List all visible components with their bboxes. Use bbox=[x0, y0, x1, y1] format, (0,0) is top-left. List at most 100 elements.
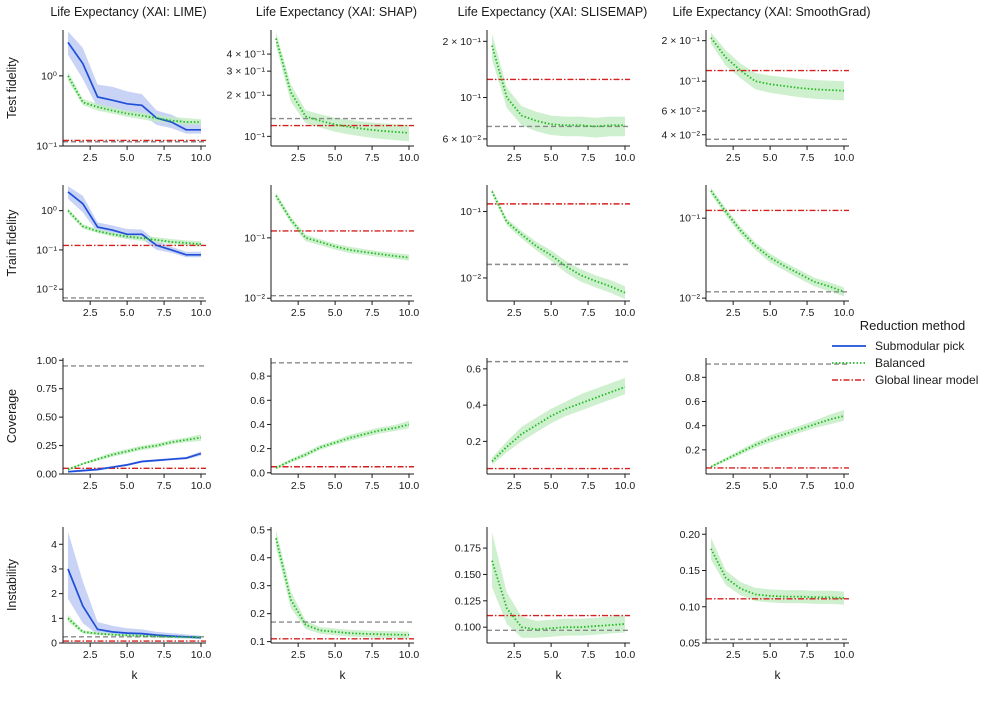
panel-3-0-band-submodular bbox=[68, 531, 201, 640]
panel-2-3-ytick-label-2: 0.6 bbox=[685, 396, 700, 408]
panel-2-2-ytick-label-2: 0.6 bbox=[466, 363, 481, 375]
panel-1-0-band-submodular bbox=[68, 186, 201, 258]
panel-0-2-ytick-label-0: 6 × 10⁻² bbox=[442, 133, 481, 145]
panel-3-2-band-balanced bbox=[492, 532, 625, 638]
panel-3-1-ytick-label-1: 0.2 bbox=[250, 608, 265, 620]
panel-2-2-ytick-label-1: 0.4 bbox=[466, 400, 481, 412]
panel-1-3-band-balanced bbox=[711, 187, 844, 297]
panel-1-0-band-balanced bbox=[68, 208, 201, 247]
legend-item-global-linear: Global linear model bbox=[832, 371, 997, 388]
panel-2-0-ytick-label-1: 0.25 bbox=[37, 440, 58, 452]
panel-3-1-xlabel: k bbox=[340, 668, 347, 682]
panel-2-0-ylabel: Coverage bbox=[5, 389, 19, 443]
panel-2-3-xtick-label-2: 7.5 bbox=[800, 480, 815, 492]
panel-3-0-ytick-label-2: 2 bbox=[51, 588, 57, 600]
panel-1-0-line-balanced bbox=[67, 209, 202, 246]
panel-2-2-xtick-label-0: 2.5 bbox=[507, 480, 522, 492]
panel-0-1-ytick-label-0: 10⁻¹ bbox=[244, 131, 265, 143]
panel-2-1-ytick-label-0: 0.0 bbox=[250, 467, 265, 479]
panel-0-1-title: Life Expectancy (XAI: SHAP) bbox=[256, 5, 417, 19]
panel-1-2-xtick-label-1: 5.0 bbox=[544, 307, 559, 319]
panel-0-2-xtick-label-2: 7.5 bbox=[581, 152, 596, 164]
panel-3-0-line-balanced bbox=[67, 617, 202, 639]
panel-3-1-xtick-label-0: 2.5 bbox=[291, 649, 306, 661]
panel-3-3-xtick-label-3: 10.0 bbox=[834, 649, 855, 661]
panel-2-1-ytick-label-1: 0.2 bbox=[250, 443, 265, 455]
panel-1-2-ytick-label-0: 10⁻² bbox=[460, 272, 481, 284]
panel-3-3-xlabel: k bbox=[775, 668, 782, 682]
panel-3-3-xtick-label-0: 2.5 bbox=[726, 649, 741, 661]
panel-2-1-band-balanced bbox=[276, 420, 409, 470]
panel-3-0-xtick-label-1: 5.0 bbox=[120, 649, 135, 661]
panel-1-3-line-balanced bbox=[710, 190, 845, 293]
panel-3-2-xtick-label-2: 7.5 bbox=[581, 649, 596, 661]
panel-0-3-xtick-label-1: 5.0 bbox=[763, 152, 778, 164]
panel-1-3-ytick-label-0: 10⁻² bbox=[679, 293, 700, 305]
legend: Reduction method Submodular pick Balance… bbox=[832, 318, 997, 388]
panel-0-3-xtick-label-3: 10.0 bbox=[834, 152, 855, 164]
panel-2-1-xtick-label-0: 2.5 bbox=[291, 480, 306, 492]
panel-2-3-xtick-label-1: 5.0 bbox=[763, 480, 778, 492]
panel-0-1-ytick-label-3: 4 × 10⁻¹ bbox=[226, 49, 265, 61]
panel-3-1-ytick-label-0: 0.1 bbox=[250, 636, 265, 648]
panel-2-0-ytick-label-4: 1.00 bbox=[37, 355, 58, 367]
panel-0-3-band-balanced bbox=[711, 32, 844, 101]
panel-1-0-line-submodular bbox=[67, 191, 201, 256]
panel-3-3-band-balanced bbox=[711, 537, 844, 605]
panel-3-2-ytick-label-2: 0.150 bbox=[455, 569, 481, 581]
panel-0-0-xtick-label-3: 10.0 bbox=[191, 152, 212, 164]
panel-1-2-xtick-label-3: 10.0 bbox=[615, 307, 636, 319]
panel-1-2-band-balanced bbox=[492, 188, 625, 300]
panel-0-1-xtick-label-1: 5.0 bbox=[328, 152, 343, 164]
panel-2-0-line-submodular bbox=[67, 452, 202, 473]
panel-0-2-ytick-label-1: 10⁻¹ bbox=[460, 92, 481, 104]
panel-3-0-ylabel: Instability bbox=[5, 558, 19, 611]
panel-2-3-line-balanced bbox=[710, 415, 845, 468]
panel-2-1-xtick-label-3: 10.0 bbox=[399, 480, 420, 492]
legend-label-submodular: Submodular pick bbox=[875, 338, 965, 353]
panel-3-1-xtick-label-3: 10.0 bbox=[399, 649, 420, 661]
panel-2-1-ytick-label-4: 0.8 bbox=[250, 371, 265, 383]
panel-2-1-ytick-label-3: 0.6 bbox=[250, 395, 265, 407]
panel-3-3-ytick-label-1: 0.10 bbox=[680, 601, 701, 613]
panel-0-2-band-balanced bbox=[492, 33, 625, 138]
panel-0-1-xtick-label-2: 7.5 bbox=[365, 152, 380, 164]
panel-1-3-xtick-label-3: 10.0 bbox=[834, 307, 855, 319]
panel-0-1-xtick-label-3: 10.0 bbox=[399, 152, 420, 164]
panel-1-2-xtick-label-2: 7.5 bbox=[581, 307, 596, 319]
panel-0-2-ytick-label-2: 2 × 10⁻¹ bbox=[442, 36, 481, 48]
panel-3-0-ytick-label-3: 3 bbox=[51, 563, 57, 575]
panel-2-3-ytick-label-3: 0.8 bbox=[685, 372, 700, 384]
legend-swatch-submodular bbox=[832, 341, 866, 351]
panel-3-3-xtick-label-1: 5.0 bbox=[763, 649, 778, 661]
panel-2-3-xtick-label-0: 2.5 bbox=[726, 480, 741, 492]
panel-2-2-xtick-label-3: 10.0 bbox=[615, 480, 636, 492]
panel-0-0-ytick-label-1: 10⁰ bbox=[41, 70, 57, 82]
panel-3-1-line-balanced bbox=[275, 537, 410, 636]
panel-0-3-ytick-label-0: 4 × 10⁻² bbox=[661, 129, 700, 141]
panel-0-3-ytick-label-2: 10⁻¹ bbox=[679, 76, 700, 88]
panel-3-0-xtick-label-2: 7.5 bbox=[157, 649, 172, 661]
panel-2-0-ytick-label-3: 0.75 bbox=[37, 383, 58, 395]
panel-2-3-ytick-label-0: 0.2 bbox=[685, 444, 700, 456]
panel-3-0-ytick-label-4: 4 bbox=[51, 539, 57, 551]
panel-3-1-ytick-label-2: 0.3 bbox=[250, 580, 265, 592]
panel-0-0-xtick-label-2: 7.5 bbox=[157, 152, 172, 164]
panel-0-2-line-balanced bbox=[491, 45, 625, 128]
panel-3-2-xtick-label-0: 2.5 bbox=[507, 649, 522, 661]
panel-3-1-xtick-label-2: 7.5 bbox=[365, 649, 380, 661]
panel-0-2-xtick-label-1: 5.0 bbox=[544, 152, 559, 164]
panel-0-2-xtick-label-0: 2.5 bbox=[507, 152, 522, 164]
panel-1-0-xtick-label-3: 10.0 bbox=[191, 307, 212, 319]
panel-3-3-line-balanced bbox=[710, 548, 845, 599]
panel-2-2-ytick-label-0: 0.2 bbox=[466, 436, 481, 448]
panel-2-0-xtick-label-3: 10.0 bbox=[191, 480, 212, 492]
panel-0-0-band-balanced bbox=[68, 71, 201, 125]
panel-1-1-band-balanced bbox=[276, 192, 409, 261]
panel-3-2-ytick-label-0: 0.100 bbox=[455, 622, 481, 634]
panel-1-0-xtick-label-2: 7.5 bbox=[157, 307, 172, 319]
panel-1-3-ytick-label-1: 10⁻¹ bbox=[679, 213, 700, 225]
panel-0-0-xtick-label-1: 5.0 bbox=[120, 152, 135, 164]
panel-3-0-ytick-label-0: 0 bbox=[51, 638, 57, 650]
